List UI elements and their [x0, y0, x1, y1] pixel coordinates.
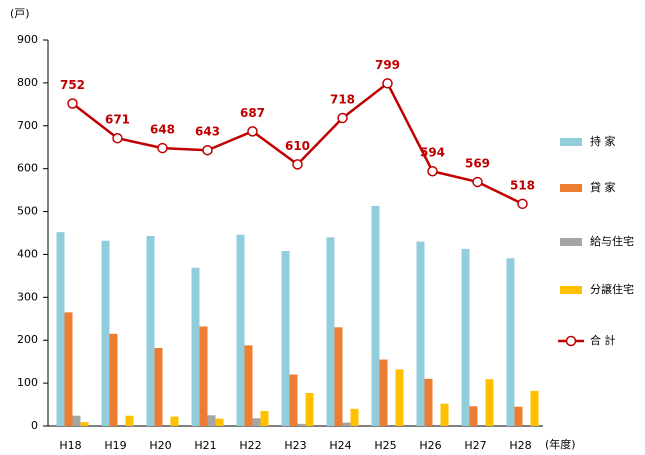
x-tick-label: H22: [239, 439, 261, 452]
bar: [506, 258, 515, 426]
y-tick-label: 400: [17, 247, 38, 260]
y-tick-label: 500: [17, 205, 38, 218]
marker: [472, 176, 483, 188]
bar: [199, 326, 208, 426]
bar: [72, 415, 81, 426]
bar: [485, 379, 494, 426]
legend-swatch: [560, 286, 582, 294]
x-tick-label: H25: [374, 439, 396, 452]
y-tick-label: 900: [17, 33, 38, 46]
data-label: 718: [330, 93, 355, 107]
bar: [395, 369, 404, 426]
data-label: 799: [375, 58, 400, 72]
x-axis-label: (年度): [545, 437, 576, 451]
marker: [247, 126, 258, 137]
y-tick-label: 600: [17, 162, 38, 175]
data-label: 643: [195, 125, 220, 139]
marker: [382, 78, 393, 89]
bar: [326, 237, 335, 426]
bar: [101, 240, 110, 426]
bar: [530, 390, 539, 426]
x-tick-label: H28: [509, 439, 531, 452]
bar: [289, 374, 298, 426]
bar: [125, 415, 134, 426]
legend-label: 給与住宅: [590, 234, 634, 248]
marker: [427, 165, 438, 177]
bar: [297, 423, 306, 426]
marker: [112, 132, 123, 144]
y-tick-label: 300: [17, 290, 38, 303]
data-label: 752: [60, 78, 85, 92]
bar: [56, 232, 65, 426]
bar: [342, 422, 351, 426]
marker: [292, 159, 303, 170]
x-tick-label: H19: [104, 439, 126, 452]
bar: [236, 234, 245, 426]
bar: [514, 406, 523, 426]
data-label: 648: [150, 123, 175, 137]
y-tick-label: 700: [17, 119, 38, 132]
x-tick-label: H23: [284, 439, 306, 452]
legend-swatch: [560, 184, 582, 192]
y-tick-label: 100: [17, 376, 38, 389]
legend-marker: [565, 335, 577, 347]
bar: [64, 312, 73, 426]
legend-swatch: [560, 238, 582, 246]
x-tick-label: H20: [149, 439, 171, 452]
bar: [215, 418, 224, 426]
x-tick-label: H24: [329, 439, 351, 452]
y-tick-label: 0: [31, 419, 38, 432]
bar: [424, 378, 433, 426]
bar: [379, 359, 388, 426]
bar: [469, 406, 478, 426]
legend-label: 持 家: [590, 134, 616, 148]
bar: [109, 333, 118, 426]
bar: [416, 241, 425, 426]
bar: [281, 251, 290, 426]
data-label: 610: [285, 139, 310, 153]
bar: [170, 416, 179, 426]
marker: [157, 142, 168, 154]
legend-swatch: [560, 138, 582, 146]
legend-label: 分譲住宅: [590, 282, 634, 296]
data-label: 569: [465, 156, 490, 170]
data-label: 518: [510, 178, 535, 192]
bar: [207, 415, 216, 426]
marker: [202, 144, 213, 156]
bar: [146, 236, 155, 426]
x-tick-label: H26: [419, 439, 441, 452]
marker: [517, 198, 528, 210]
bar: [260, 410, 269, 426]
bar: [244, 345, 253, 426]
bar: [80, 422, 89, 426]
data-label: 594: [420, 146, 445, 160]
bar: [334, 327, 343, 426]
bar: [252, 418, 261, 426]
bar: [440, 403, 449, 426]
data-label: 671: [105, 113, 130, 127]
y-tick-label: 200: [17, 333, 38, 346]
x-tick-label: H21: [194, 439, 216, 452]
data-label: 687: [240, 106, 265, 120]
marker: [67, 98, 78, 109]
legend-label: 貸 家: [590, 180, 616, 194]
bar: [305, 392, 314, 426]
bar: [154, 347, 163, 426]
bar: [461, 248, 470, 426]
y-axis-label: (戸): [10, 7, 30, 20]
x-tick-label: H18: [59, 439, 81, 452]
legend-label: 合 計: [590, 333, 616, 347]
bar: [191, 267, 200, 426]
marker: [337, 112, 348, 124]
bar: [350, 408, 359, 426]
bar: [371, 205, 380, 426]
x-tick-label: H27: [464, 439, 486, 452]
y-tick-label: 800: [17, 76, 38, 89]
